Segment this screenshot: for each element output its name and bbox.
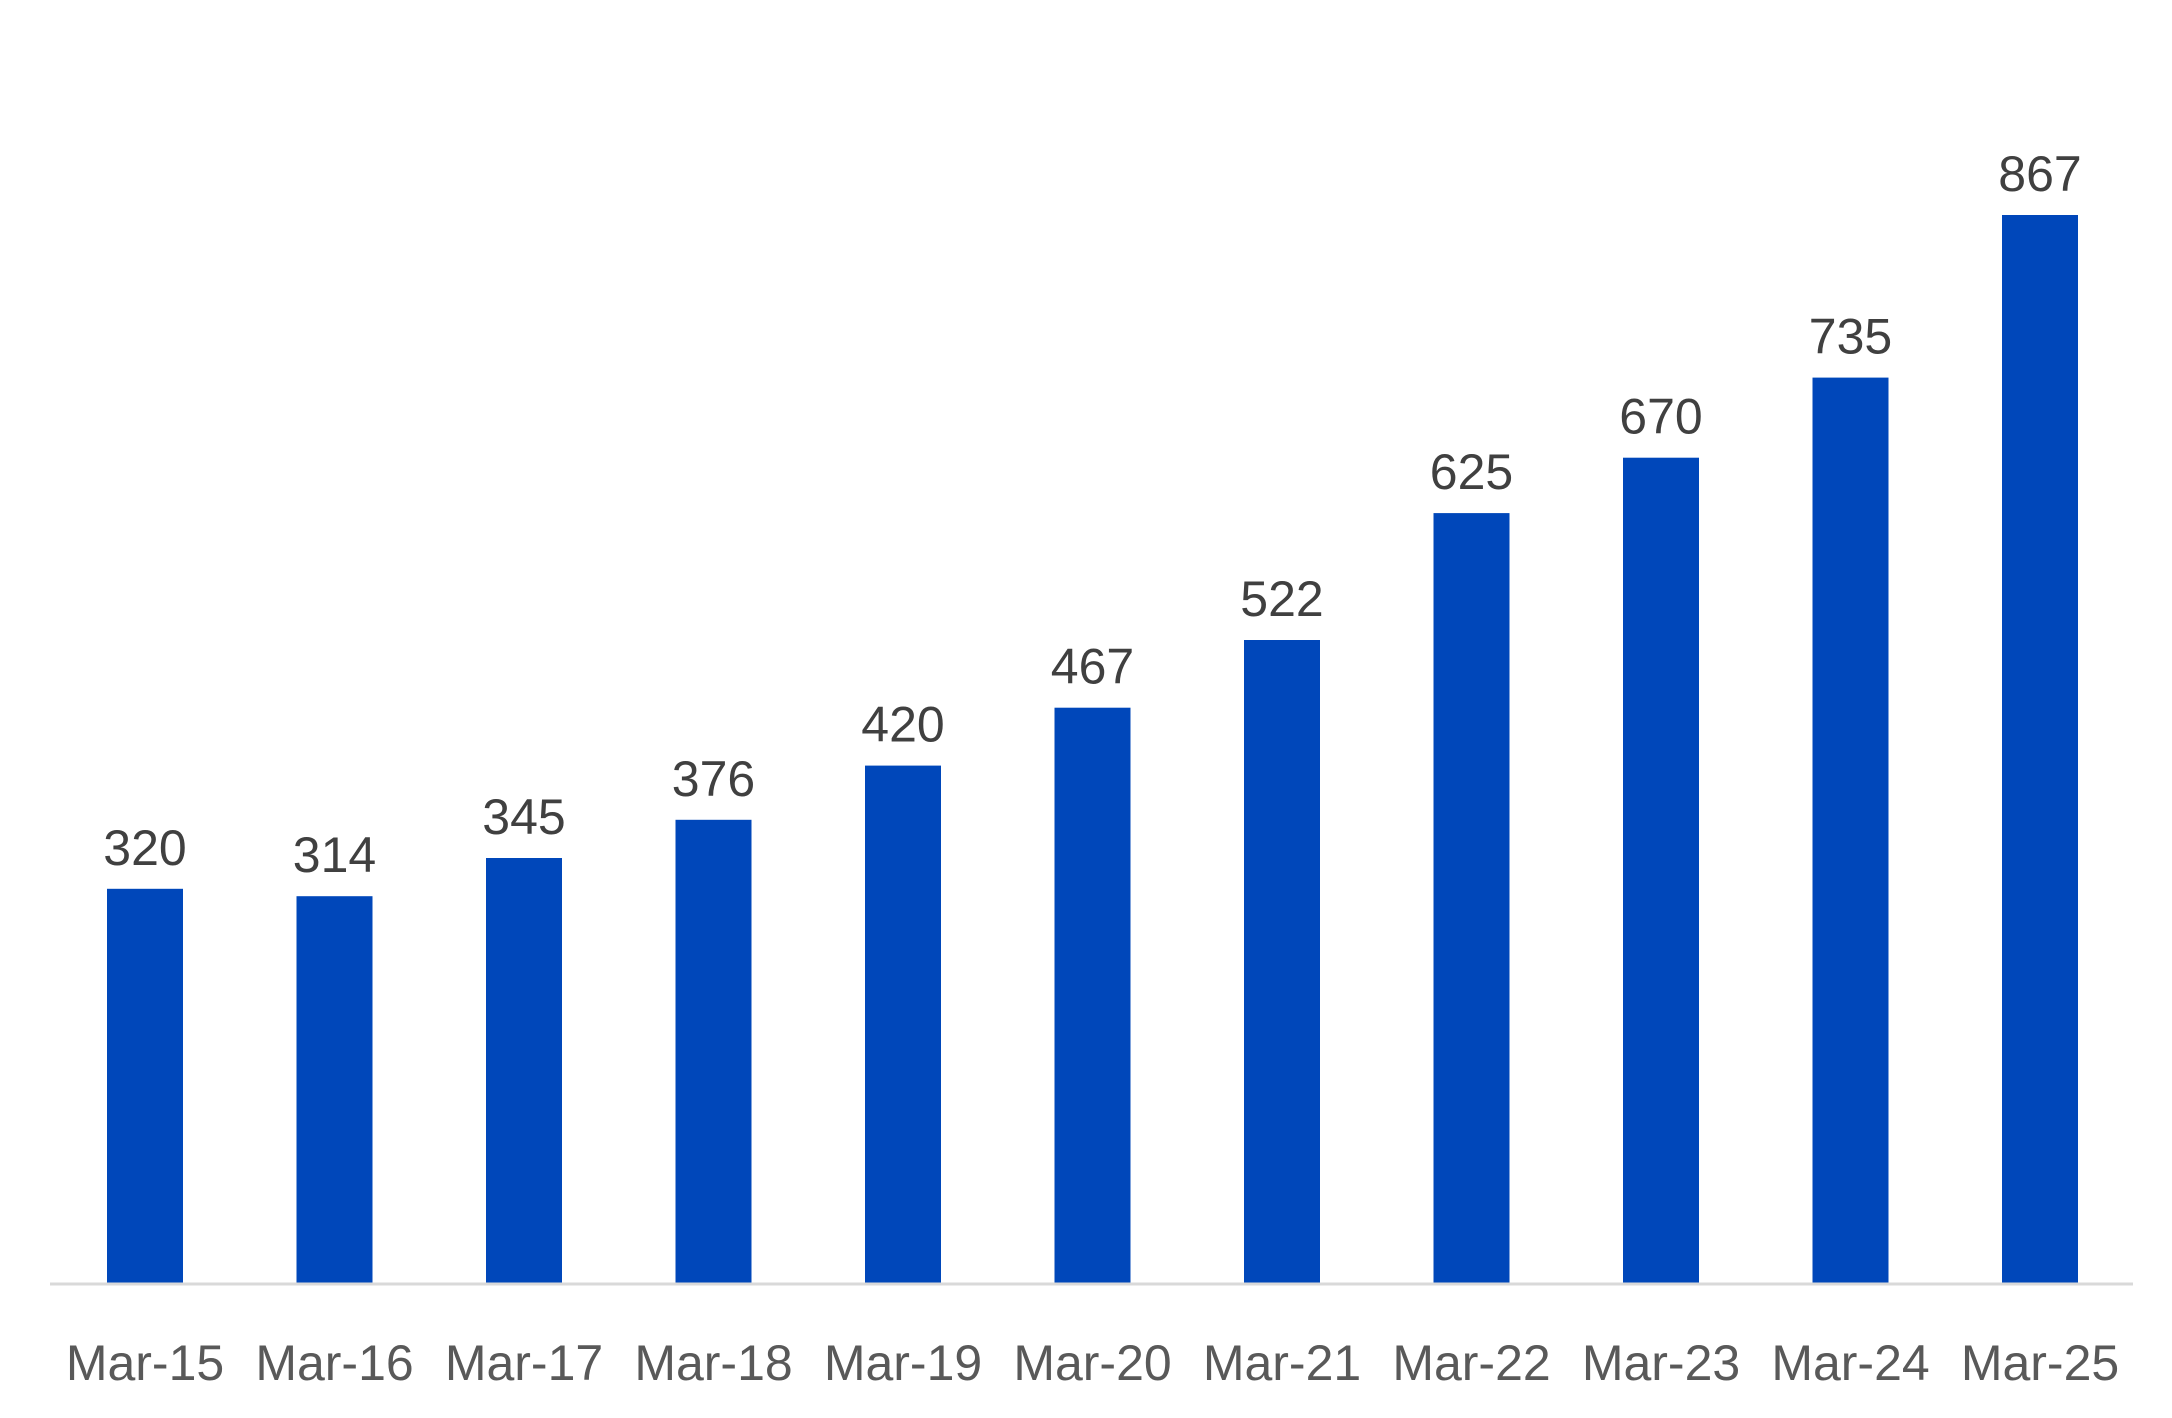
data-label-mar-15: 320 — [103, 820, 186, 876]
data-label-mar-20: 467 — [1051, 639, 1134, 695]
bar-mar-24 — [1812, 377, 1889, 1284]
data-label-mar-19: 420 — [861, 697, 944, 753]
bar-mar-19 — [865, 765, 941, 1283]
bar-mar-18 — [675, 819, 752, 1283]
bar-mar-23 — [1623, 457, 1699, 1283]
x-tick-label-mar-16: Mar-16 — [255, 1335, 413, 1391]
x-tick-label-mar-18: Mar-18 — [634, 1335, 792, 1391]
data-label-mar-23: 670 — [1619, 389, 1702, 445]
data-label-mar-22: 625 — [1430, 444, 1513, 500]
data-label-mar-17: 345 — [482, 789, 565, 845]
x-tick-label-mar-23: Mar-23 — [1582, 1335, 1740, 1391]
data-label-mar-24: 735 — [1809, 309, 1892, 365]
x-tick-label-mar-20: Mar-20 — [1013, 1335, 1171, 1391]
x-tick-label-mar-15: Mar-15 — [66, 1335, 224, 1391]
bars-layer — [107, 215, 2078, 1284]
data-label-mar-16: 314 — [293, 827, 376, 883]
bar-mar-17 — [486, 858, 562, 1283]
bar-mar-21 — [1244, 640, 1320, 1283]
data-label-mar-25: 867 — [1998, 146, 2081, 202]
data-label-mar-21: 522 — [1240, 571, 1323, 627]
x-tick-label-mar-24: Mar-24 — [1771, 1335, 1929, 1391]
x-tick-label-mar-17: Mar-17 — [445, 1335, 603, 1391]
data-label-mar-18: 376 — [672, 751, 755, 807]
bar-mar-22 — [1433, 513, 1510, 1283]
bar-mar-20 — [1054, 707, 1131, 1283]
bar-mar-16 — [296, 896, 373, 1283]
data-labels-layer: 320 314 345 376 420 467 522 625 670 735 867 — [103, 146, 2081, 883]
x-tick-labels-layer: Mar-15 Mar-16 Mar-17 Mar-18 Mar-19 Mar-20 Mar-… — [66, 1335, 2119, 1391]
bar-mar-25 — [2002, 215, 2078, 1283]
x-tick-label-mar-19: Mar-19 — [824, 1335, 982, 1391]
x-tick-label-mar-25: Mar-25 — [1961, 1335, 2119, 1391]
x-tick-label-mar-22: Mar-22 — [1392, 1335, 1550, 1391]
bar-mar-15 — [107, 888, 183, 1283]
x-tick-label-mar-21: Mar-21 — [1203, 1335, 1361, 1391]
